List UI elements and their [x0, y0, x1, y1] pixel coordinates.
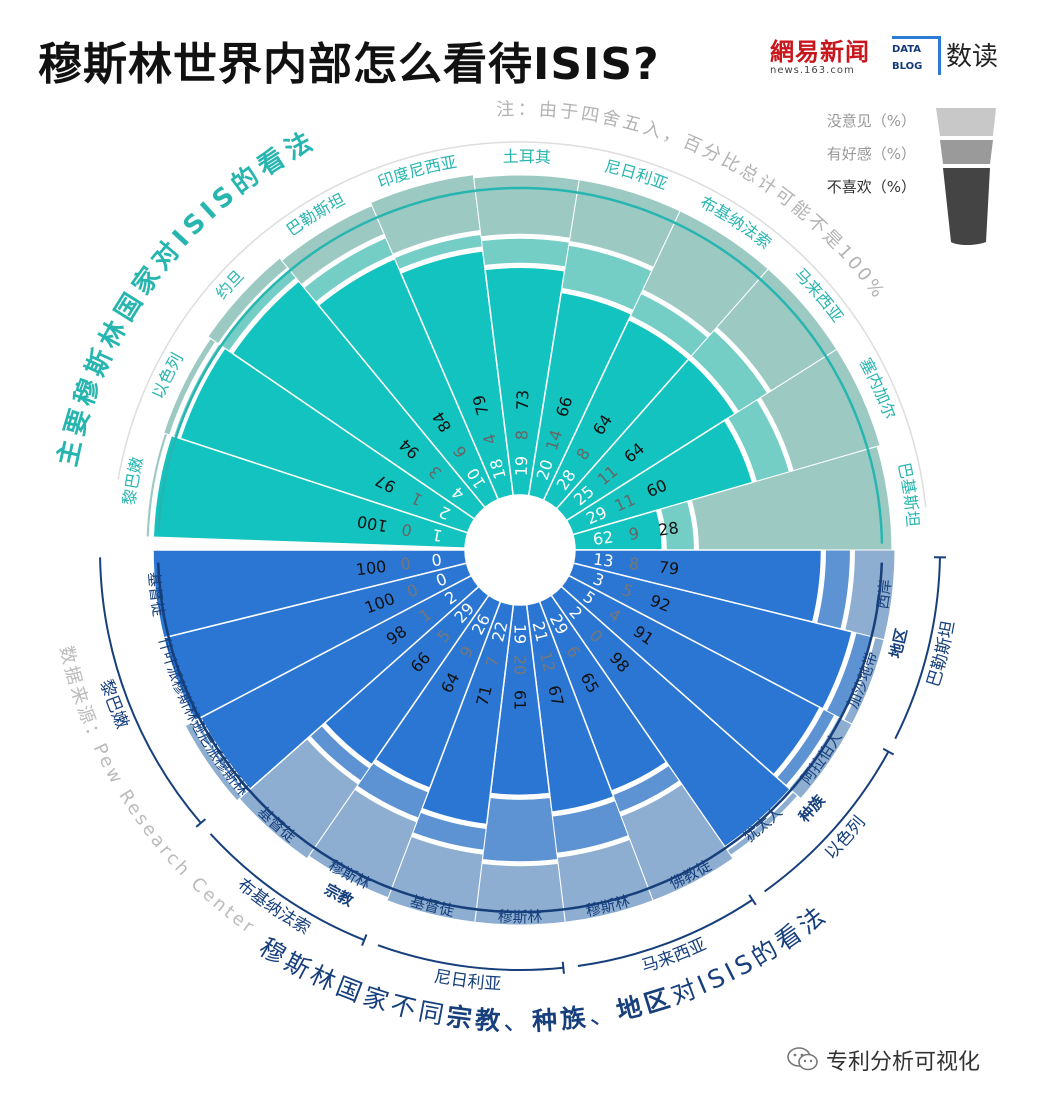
top-bar-4-unfavorable-label: 79 [469, 393, 493, 418]
country-label-0: 巴勒斯坦 [924, 619, 960, 689]
bottom-sub-label-6: 穆斯林 [497, 907, 542, 926]
country-label-1: 以色列 [821, 813, 870, 864]
country-tick-5 [195, 818, 207, 828]
country-tick-2 [748, 894, 757, 906]
dudu-logo: 数读 [946, 42, 999, 72]
legend: 没意见（%） 有好感（%） 不喜欢（%） [827, 108, 996, 245]
bottom-bar-0-unfavorable-label: 79 [658, 557, 681, 578]
page-title: 穆斯林世界内部怎么看待ISIS? [38, 39, 660, 90]
facet-label-0: 地区 [886, 627, 911, 660]
top-bar-0-favorable-label: 0 [400, 520, 413, 540]
bottom-bar-6-no-opinion-label: 19 [511, 624, 530, 644]
legend-swatch-1 [940, 140, 993, 164]
top-bar-5-unfavorable-label: 73 [513, 390, 532, 411]
country-tick-4 [361, 934, 368, 946]
legend-label-0: 没意见（%） [827, 112, 916, 130]
data-blog-line1: DATA [892, 44, 922, 55]
bottom-bar-5-no-opinion-label: 21 [528, 619, 551, 643]
legend-swatch-0 [936, 108, 996, 136]
bottom-bar-5-favorable-label: 12 [536, 650, 559, 674]
bottom-bar-10-no-opinion [184, 722, 243, 802]
bottom-bar-12-no-opinion-label: 0 [430, 550, 442, 570]
top-bar-4-favorable-label: 4 [479, 432, 500, 447]
top-bar-4-no-opinion-label: 18 [486, 457, 510, 482]
bottom-sub-label-12: 基督徒 [145, 571, 168, 617]
top-country-label-10: 巴基斯坦 [894, 461, 922, 528]
outer-guide-arc [117, 141, 927, 508]
top-bar-10-favorable-label: 9 [627, 524, 640, 544]
bottom-sub-label-0: 西岸 [873, 578, 894, 610]
country-arc-0 [894, 557, 941, 740]
country-arc-2 [577, 898, 754, 967]
watermark: 专利分析可视化 [826, 1050, 981, 1075]
top-bar-5-favorable-label: 8 [512, 430, 531, 441]
bottom-bar-12-unfavorable-label: 100 [355, 557, 388, 580]
data-blog-logo: DATA BLOG [892, 36, 941, 75]
bottom-bar-7-favorable-label: 7 [482, 654, 503, 668]
top-country-label-5: 土耳其 [502, 147, 551, 167]
top-group-arc [157, 186, 884, 544]
country-label-3: 尼日利亚 [432, 967, 501, 995]
group-arcs-layer [99, 141, 946, 974]
bottom-bar-0-favorable-label: 8 [628, 554, 640, 574]
country-label-5: 黎巴嫩 [95, 677, 132, 731]
bottom-group-arc [156, 562, 884, 914]
bottom-bar-6-favorable [481, 796, 559, 863]
country-tick-3 [561, 961, 565, 974]
country-tick-1 [882, 747, 895, 756]
bottom-bar-7-no-opinion-label: 22 [488, 619, 511, 643]
top-country-label-0: 黎巴嫩 [120, 455, 147, 506]
netease-logo-text: 網易新闻 [770, 37, 870, 66]
wechat-icon [787, 1047, 818, 1071]
netease-logo-sub: news.163.com [770, 65, 855, 76]
country-arc-5 [99, 557, 202, 824]
bottom-bar-7-unfavorable-label: 71 [472, 683, 495, 707]
top-bar-5-no-opinion-label: 19 [512, 456, 531, 477]
bottom-bar-12-favorable-label: 0 [400, 554, 412, 574]
country-arc-3 [377, 944, 564, 971]
bars-layer [145, 174, 896, 926]
legend-swatch-2 [943, 168, 990, 245]
bottom-bar-0-no-opinion-label: 13 [592, 549, 615, 570]
legend-label-2: 不喜欢（%） [827, 178, 916, 196]
bottom-bar-5-unfavorable-label: 67 [544, 683, 567, 707]
data-blog-line2: BLOG [892, 61, 923, 72]
top-bar-3-favorable [303, 237, 394, 303]
top-bar-10-no-opinion-label: 62 [592, 527, 615, 549]
top-bar-0-no-opinion-label: 1 [431, 525, 444, 545]
legend-label-1: 有好感（%） [827, 145, 916, 163]
bottom-bar-6-favorable-label: 20 [511, 655, 530, 675]
country-arc-1 [764, 751, 890, 893]
top-bar-10-unfavorable-label: 28 [657, 518, 680, 540]
country-arc-4 [209, 833, 365, 941]
top-bar-5-no-opinion [473, 174, 580, 239]
top-bar-5-favorable [480, 237, 570, 268]
center-hole [465, 495, 575, 605]
netease-logo: 網易新闻 news.163.com [770, 32, 886, 76]
bottom-bar-6-unfavorable-label: 61 [511, 690, 530, 710]
